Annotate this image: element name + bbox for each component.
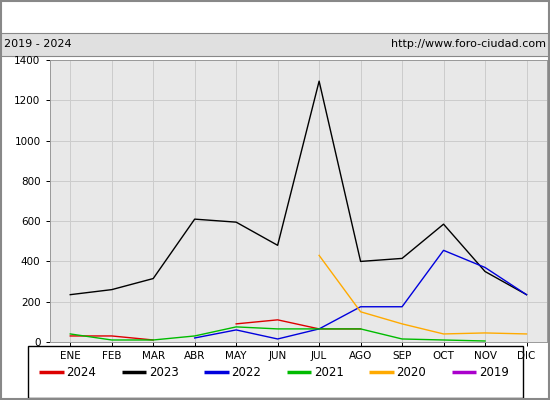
Text: 2024: 2024 [67, 366, 96, 378]
Text: 2021: 2021 [314, 366, 344, 378]
Text: 2019: 2019 [478, 366, 509, 378]
Text: 2022: 2022 [231, 366, 261, 378]
Text: 2019 - 2024: 2019 - 2024 [4, 39, 72, 49]
Text: Evolucion Nº Turistas Nacionales en el municipio de Salduero: Evolucion Nº Turistas Nacionales en el m… [51, 9, 499, 24]
Text: 2020: 2020 [396, 366, 426, 378]
Text: 2023: 2023 [148, 366, 179, 378]
Text: http://www.foro-ciudad.com: http://www.foro-ciudad.com [390, 39, 546, 49]
